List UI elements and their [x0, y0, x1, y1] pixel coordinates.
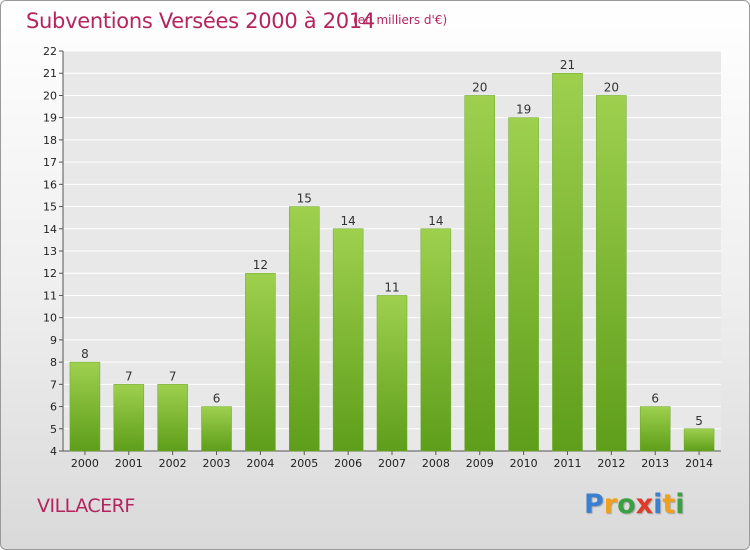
logo-letter: t: [662, 489, 676, 520]
bars: [69, 72, 715, 452]
commune-name: VILLACERF: [37, 495, 135, 517]
bar-2000: [69, 361, 101, 452]
data-label-2005: 15: [297, 192, 312, 206]
y-tick-label: 8: [50, 356, 57, 369]
bar-2007: [376, 295, 408, 452]
bar-2008: [420, 228, 452, 452]
y-tick-label: 15: [43, 201, 57, 214]
bar-2010: [508, 117, 539, 452]
x-tick-label: 2008: [422, 457, 450, 470]
y-tick-label: 19: [43, 112, 57, 125]
x-tick-label: 2006: [334, 457, 362, 470]
y-tick-label: 13: [43, 245, 57, 258]
data-label-2006: 14: [340, 214, 355, 228]
logo-letter: i: [653, 489, 663, 520]
data-label-2012: 20: [604, 80, 619, 94]
y-tick-label: 4: [50, 445, 57, 458]
logo-letter: r: [603, 489, 618, 520]
data-label-2000: 8: [81, 347, 89, 361]
bar-2006: [332, 228, 364, 452]
bar-2012: [596, 95, 627, 452]
x-tick-label: 2001: [115, 457, 143, 470]
x-tick-label: 2010: [510, 457, 538, 470]
x-tick-label: 2012: [597, 457, 625, 470]
y-tick-label: 17: [43, 156, 57, 169]
y-tick-label: 9: [50, 334, 57, 347]
x-tick-label: 2009: [466, 457, 494, 470]
x-tick-label: 2004: [246, 457, 274, 470]
bar-2001: [113, 384, 145, 452]
y-tick-label: 18: [43, 134, 57, 147]
logo-letter: x: [635, 489, 654, 520]
y-tick-label: 21: [43, 67, 57, 80]
x-tick-label: 2002: [159, 457, 187, 470]
y-tick-label: 7: [50, 378, 57, 391]
bar-2002: [157, 384, 188, 452]
y-tick-label: 10: [43, 312, 57, 325]
proxiti-logo: Proxiti: [584, 489, 685, 520]
logo-letter: i: [675, 489, 685, 520]
data-label-2004: 12: [253, 258, 268, 272]
bar-2004: [245, 272, 276, 452]
y-tick-label: 22: [43, 45, 57, 58]
logo-letter: P: [584, 489, 604, 520]
y-tick-label: 16: [43, 178, 57, 191]
y-tick-label: 5: [50, 423, 57, 436]
y-tick-label: 6: [50, 401, 57, 414]
data-label-2013: 6: [651, 392, 659, 406]
data-label-2009: 20: [472, 80, 487, 94]
data-label-2010: 19: [516, 103, 531, 117]
data-label-2014: 5: [695, 414, 703, 428]
x-tick-label: 2000: [71, 457, 99, 470]
data-label-2003: 6: [213, 392, 221, 406]
x-tick-label: 2005: [290, 457, 318, 470]
bar-2005: [289, 206, 320, 452]
y-tick-label: 20: [43, 89, 57, 102]
bar-2009: [464, 95, 495, 452]
x-tick-label: 2003: [203, 457, 231, 470]
chart-subtitle: (en milliers d'€): [353, 13, 448, 27]
data-label-2007: 11: [384, 280, 399, 294]
labels: 4 5 6 7 8 9 10 11 12 13 14 15 16 17 18 19 20 21 22 2000 8 200…: [43, 45, 713, 470]
x-tick-label: 2013: [641, 457, 669, 470]
x-tick-label: 2007: [378, 457, 406, 470]
bar-2011: [552, 72, 583, 452]
logo-letter: o: [617, 489, 636, 520]
data-label-2011: 21: [560, 58, 575, 72]
y-tick-label: 12: [43, 267, 57, 280]
x-tick-label: 2014: [685, 457, 713, 470]
y-tick-label: 14: [43, 223, 57, 236]
bar-2014: [683, 428, 715, 452]
bar-2013: [639, 406, 671, 452]
y-tick-label: 11: [43, 289, 57, 302]
data-label-2001: 7: [125, 369, 133, 383]
x-tick-label: 2011: [553, 457, 581, 470]
data-label-2002: 7: [169, 369, 177, 383]
chart-title: Subventions Versées 2000 à 2014: [26, 9, 375, 33]
data-label-2008: 14: [428, 214, 443, 228]
bar-2003: [201, 406, 232, 452]
